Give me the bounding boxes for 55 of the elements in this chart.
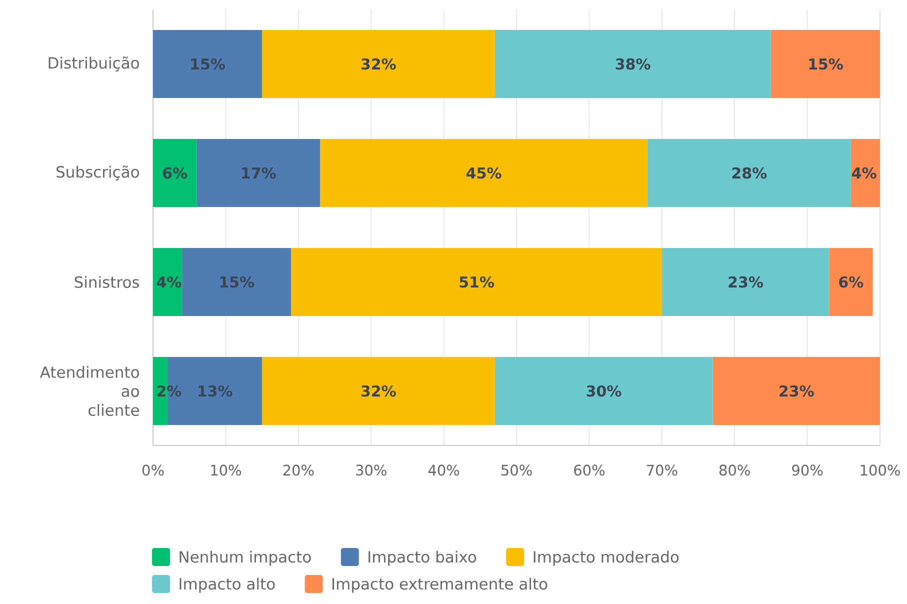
bar	[262, 30, 495, 98]
bar	[153, 248, 182, 316]
legend-label: Nenhum impacto	[180, 550, 311, 566]
data-label: 51%	[460, 276, 494, 288]
data-label: 32%	[361, 385, 396, 397]
data-label: 32%	[361, 58, 396, 70]
data-label: 13%	[198, 385, 232, 397]
bar	[662, 248, 830, 316]
legend-label: Impacto alto	[180, 578, 275, 593]
y-tick-label: Sinistros	[74, 276, 140, 288]
y-tick-label: Atendimento ao cliente	[40, 366, 139, 416]
legend-label: Impacto moderado	[534, 550, 679, 566]
legend-label: Impacto baixo	[368, 550, 476, 566]
data-label: 23%	[780, 385, 814, 397]
x-tick-label: 10%	[211, 464, 242, 476]
data-label: 15%	[191, 58, 226, 70]
x-tick-label: 50%	[502, 464, 532, 476]
data-label: 4%	[852, 167, 876, 179]
x-tick-label: 30%	[356, 464, 386, 476]
bar	[196, 138, 320, 208]
data-label: 6%	[163, 167, 188, 179]
bar	[770, 30, 880, 98]
bar	[291, 248, 662, 316]
legend-label: Impacto extremamente alto	[332, 578, 548, 593]
bar	[494, 356, 713, 425]
bar	[182, 248, 292, 316]
data-label: 4%	[156, 276, 182, 288]
y-tick-label: Subscrição	[56, 165, 139, 181]
x-tick-label: 60%	[574, 464, 605, 476]
data-label: 23%	[728, 276, 763, 288]
bar	[153, 138, 197, 208]
bar	[494, 30, 771, 98]
data-label: 28%	[732, 167, 767, 179]
x-tick-label: 70%	[646, 464, 678, 476]
y-tick-label: Distribuição	[48, 56, 139, 72]
x-tick-label: 90%	[792, 464, 823, 476]
x-tick-label: 20%	[283, 464, 314, 476]
x-tick-label: 0%	[142, 464, 164, 476]
bar	[712, 356, 880, 425]
bar	[153, 30, 262, 98]
x-tick-label: 40%	[428, 464, 460, 476]
bar	[320, 138, 648, 208]
bar	[850, 138, 880, 208]
data-label: 30%	[586, 385, 622, 397]
data-label: 6%	[839, 276, 864, 288]
bar	[262, 356, 495, 425]
data-label: 17%	[242, 167, 276, 179]
x-tick-label: 80%	[719, 464, 750, 476]
data-label: 38%	[616, 58, 650, 70]
x-tick-label: 100%	[860, 464, 900, 476]
data-label: 45%	[466, 167, 502, 179]
data-label: 15%	[809, 58, 843, 70]
data-label: 15%	[220, 276, 254, 288]
bar	[647, 138, 851, 208]
bar	[829, 248, 873, 316]
